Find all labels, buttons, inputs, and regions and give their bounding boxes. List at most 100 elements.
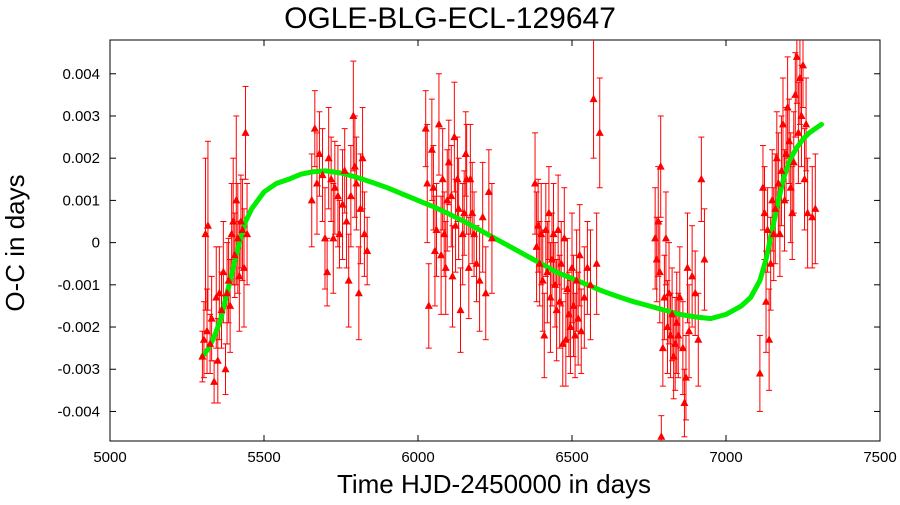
- data-point: [538, 276, 547, 284]
- data-point: [448, 271, 457, 280]
- x-axis-title: Time HJD-2450000 in days: [337, 469, 651, 499]
- data-point: [595, 128, 604, 136]
- y-tick-label: 0.004: [62, 66, 100, 83]
- data-point: [441, 263, 450, 271]
- data-point: [213, 356, 222, 364]
- data-point: [574, 314, 583, 322]
- data-point: [791, 90, 800, 98]
- y-tick-label: -0.001: [57, 277, 100, 294]
- data-point: [675, 292, 684, 301]
- y-tick-label: 0.002: [62, 150, 100, 167]
- axis-ticks: 5000 5500 6000 6500 7000 7500 -0.004 -0.003 -0.0…: [57, 40, 897, 466]
- data-point: [546, 292, 555, 301]
- data-point: [531, 179, 540, 187]
- data-point: [785, 136, 794, 145]
- data-point: [424, 301, 433, 309]
- data-point: [421, 124, 430, 132]
- data-point: [487, 233, 496, 242]
- fit-curve: [199, 121, 824, 360]
- data-point: [447, 191, 456, 200]
- data-point: [450, 132, 459, 141]
- error-bars: [199, 40, 819, 441]
- data-point: [572, 276, 581, 284]
- x-tick-label: 5500: [247, 449, 280, 466]
- data-point: [320, 233, 329, 242]
- data-point: [203, 221, 212, 229]
- data-point: [201, 229, 210, 238]
- data-point: [535, 259, 544, 267]
- data-point: [540, 330, 549, 339]
- data-point: [665, 288, 674, 297]
- data-point: [763, 225, 772, 233]
- data-point: [468, 208, 477, 217]
- data-point: [797, 111, 806, 119]
- data-point: [569, 301, 578, 309]
- data-point: [229, 217, 238, 225]
- data-point: [352, 179, 361, 187]
- data-point: [227, 229, 236, 238]
- y-tick-label: 0: [92, 235, 100, 252]
- data-point: [329, 233, 338, 242]
- data-point: [423, 179, 432, 187]
- data-point: [661, 233, 670, 242]
- x-tick-label: 6500: [555, 449, 588, 466]
- data-point: [680, 398, 689, 407]
- data-point: [438, 174, 447, 183]
- data-point: [683, 263, 692, 271]
- data-point: [212, 292, 221, 301]
- data-point: [655, 267, 664, 276]
- data-point: [660, 292, 669, 301]
- x-tick-label: 6000: [401, 449, 434, 466]
- data-point: [560, 233, 569, 242]
- data-point: [755, 368, 764, 377]
- data-point: [589, 94, 598, 103]
- data-point: [668, 309, 677, 318]
- y-tick-label: -0.003: [57, 361, 100, 378]
- data-point: [323, 267, 332, 276]
- data-point: [666, 330, 675, 339]
- data-point: [335, 229, 344, 238]
- data-point: [338, 200, 347, 208]
- data-point: [654, 217, 663, 225]
- data-point: [233, 233, 242, 242]
- x-tick-label: 5000: [93, 449, 126, 466]
- data-point: [241, 128, 250, 136]
- data-point: [564, 309, 573, 318]
- data-point: [466, 174, 475, 183]
- data-point: [808, 212, 817, 221]
- data-point: [663, 322, 672, 331]
- data-point: [217, 305, 226, 314]
- data-point: [315, 149, 324, 157]
- data-point: [356, 204, 365, 212]
- data-point: [577, 326, 586, 335]
- data-point: [456, 305, 465, 314]
- x-tick-label: 7500: [863, 449, 896, 466]
- data-point: [555, 297, 564, 305]
- data-point: [778, 119, 787, 128]
- data-point: [700, 254, 709, 263]
- data-point: [226, 301, 235, 309]
- data-point: [688, 271, 697, 280]
- data-points: [198, 52, 820, 440]
- data-point: [236, 217, 245, 225]
- data-point: [432, 225, 441, 233]
- data-point: [340, 166, 349, 174]
- data-point: [780, 195, 789, 204]
- data-point: [444, 157, 453, 166]
- data-point: [786, 183, 795, 191]
- chart-title: OGLE-BLG-ECL-129647: [284, 2, 616, 35]
- data-point: [478, 212, 487, 221]
- data-point: [437, 250, 446, 259]
- data-point: [800, 174, 809, 183]
- y-tick-label: 0.003: [62, 108, 100, 125]
- data-point: [782, 149, 791, 157]
- data-point: [224, 276, 233, 284]
- data-point: [547, 254, 556, 263]
- data-point: [774, 179, 783, 187]
- data-point: [215, 288, 224, 297]
- data-point: [671, 339, 680, 347]
- data-point: [464, 263, 473, 271]
- data-point: [307, 195, 316, 204]
- data-point: [544, 208, 553, 217]
